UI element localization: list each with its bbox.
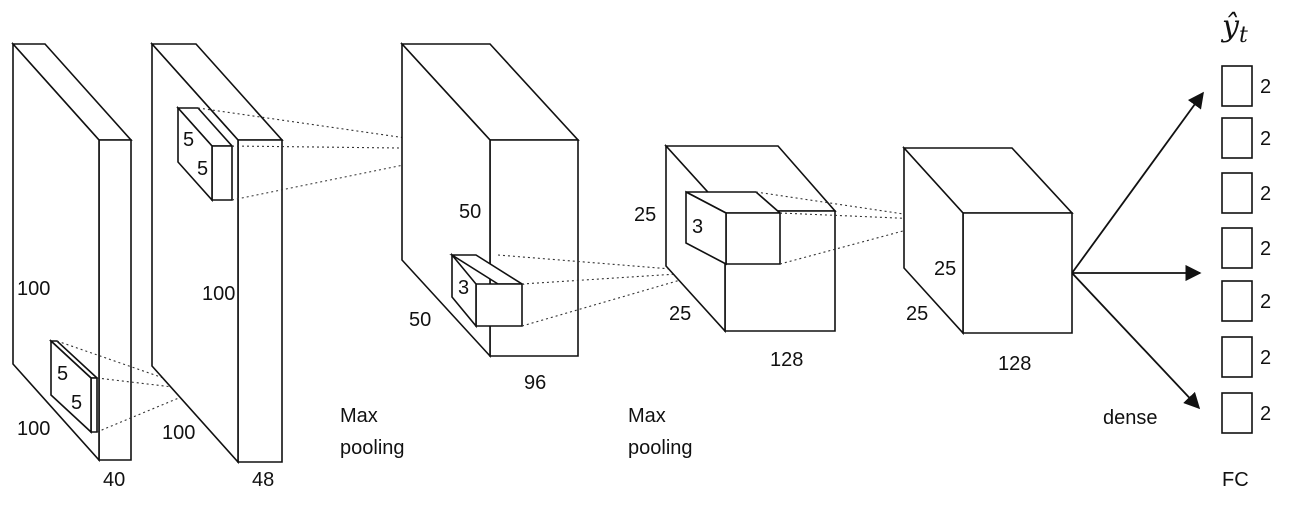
dense-label: dense	[1103, 407, 1158, 429]
layer5-width-label: 25	[906, 303, 928, 325]
dense-arrow-bottom	[1071, 272, 1201, 410]
layer2-height-label: 100	[202, 283, 235, 305]
fc-units	[1221, 65, 1253, 434]
layer2-depth-label: 48	[252, 469, 274, 491]
fc-unit-box	[1221, 117, 1253, 159]
fc-unit-label: 2	[1260, 291, 1271, 313]
layer1-width-label: 100	[17, 418, 50, 440]
layer1-kernel-label-a: 5	[57, 363, 68, 385]
fc-unit-label: 2	[1260, 128, 1271, 150]
fc-unit-box	[1221, 65, 1253, 107]
layer5-depth-label: 128	[998, 353, 1031, 375]
layer3-volume	[400, 41, 709, 359]
pool2-label-line1: Max	[628, 405, 666, 427]
fc-unit-label: 2	[1260, 183, 1271, 205]
fc-unit-box	[1221, 227, 1253, 269]
dense-arrow-top	[1071, 91, 1204, 274]
layer3-kernel-label: 3	[458, 277, 469, 299]
pool1-label-line2: pooling	[340, 437, 405, 459]
layer1-volume	[11, 41, 199, 463]
pool2-label-line2: pooling	[628, 437, 693, 459]
layer3-kernel	[449, 252, 525, 329]
fc-unit-label: 2	[1260, 76, 1271, 98]
layer4-depth-label: 128	[770, 349, 803, 371]
fc-unit-label: 2	[1260, 238, 1271, 260]
layer2-kernel-label-b: 5	[197, 158, 208, 180]
layer1-kernel-label-b: 5	[71, 392, 82, 414]
fc-unit-box	[1221, 172, 1253, 214]
fc-unit-label: 2	[1260, 347, 1271, 369]
layer4-kernel	[685, 190, 783, 266]
layer5-volume	[902, 145, 1074, 336]
layer2-kernel-label-a: 5	[183, 129, 194, 151]
layer1-depth-label: 40	[103, 469, 125, 491]
layer2-kernel	[176, 105, 234, 203]
layer4-width-label: 25	[669, 303, 691, 325]
output-symbol: ŷt	[1220, 9, 1248, 48]
fc-unit-box	[1221, 280, 1253, 322]
layer3-depth-label: 96	[524, 372, 546, 394]
fc-unit-label: 2	[1260, 403, 1271, 425]
layer3-height-label: 50	[459, 201, 481, 223]
layer1-kernel	[48, 339, 100, 434]
layer2-volume	[150, 41, 483, 465]
output-symbol-subscript: t	[1239, 23, 1248, 48]
layer3-width-label: 50	[409, 309, 431, 331]
fc-unit-box	[1221, 336, 1253, 378]
layer1-height-label: 100	[17, 278, 50, 300]
fc-unit-box	[1221, 392, 1253, 434]
layer2-width-label: 100	[162, 422, 195, 444]
fc-label: FC	[1222, 469, 1249, 491]
layer4-kernel-label: 3	[692, 216, 703, 238]
output-symbol-main: ŷ	[1220, 9, 1240, 44]
pool1-label-line1: Max	[340, 405, 378, 427]
dense-connections	[1071, 91, 1204, 410]
layer5-height-label: 25	[934, 258, 956, 280]
layer4-volume	[664, 143, 945, 334]
layer4-height-label: 25	[634, 204, 656, 226]
